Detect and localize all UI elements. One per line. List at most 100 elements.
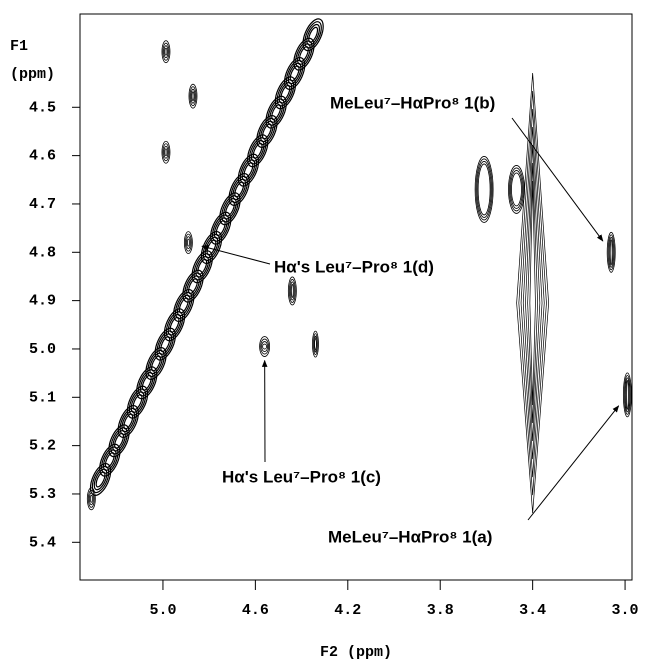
contour-ring (186, 238, 190, 247)
contour-ring (102, 449, 117, 471)
cross-peak (259, 336, 271, 357)
contour-ring (176, 294, 191, 317)
contour-ring (149, 352, 163, 375)
cross-peak (188, 83, 198, 109)
diagonal-peak (265, 95, 287, 129)
contour-ring (108, 424, 130, 458)
contour-ring (288, 279, 296, 303)
contour-ring (306, 23, 321, 46)
contour-ring (608, 236, 614, 268)
annotation-arrow (527, 405, 620, 521)
contour-ring (625, 379, 629, 410)
y-tick-label: 5.2 (29, 438, 56, 455)
contour-ring (210, 211, 232, 245)
y-tick-label: 4.7 (29, 196, 56, 213)
contour-ring (136, 366, 158, 400)
contour-ring (262, 343, 268, 350)
cross-peak (86, 487, 96, 511)
contour-ring (190, 88, 196, 104)
diagonal-peak (237, 153, 260, 187)
cross-peak (161, 140, 171, 164)
diagonal-peak (136, 366, 158, 400)
diagonal-peak (302, 18, 324, 52)
contour-ring (477, 163, 491, 216)
contour-ring (525, 145, 541, 442)
diagonal-peak (182, 269, 204, 303)
x-tick-label: 4.6 (242, 602, 269, 619)
contour-ring (247, 134, 269, 168)
contour-ring (223, 197, 237, 220)
contour-ring (121, 410, 136, 433)
contour-ring (163, 145, 169, 159)
contour-ring (476, 161, 492, 218)
cross-peak (606, 231, 616, 273)
y-axis-label: (ppm) (10, 66, 55, 83)
contour-ring (529, 181, 536, 406)
contour-ring (260, 120, 274, 143)
contour-ring (474, 156, 494, 223)
contour-ring (297, 43, 311, 65)
diagonal-peak (117, 404, 139, 438)
contour-ring (623, 374, 631, 415)
annotation-arrow (511, 117, 604, 242)
diagonal-peak (274, 76, 297, 110)
contour-ring (189, 86, 197, 107)
contour-ring (228, 172, 250, 206)
diagonal-peak (191, 250, 213, 284)
contour-ring (184, 233, 192, 252)
contour-ring (86, 487, 96, 511)
contour-ring (163, 45, 169, 59)
y-axis-label: F1 (10, 38, 28, 55)
contour-ring (191, 250, 213, 284)
contour-ring (87, 489, 95, 508)
cross-peak (516, 73, 549, 514)
contour-ring (182, 269, 204, 303)
x-tick-label: 3.8 (427, 602, 454, 619)
diagonal-peak (228, 172, 250, 206)
contour-ring (185, 236, 191, 250)
contour-ring (241, 159, 256, 181)
contour-ring (183, 231, 193, 255)
contour-ring (261, 341, 269, 352)
contour-ring (161, 140, 171, 164)
contour-ring (219, 192, 241, 226)
contour-ring (89, 494, 93, 503)
x-tick-label: 3.4 (519, 602, 546, 619)
x-tick-label: 5.0 (149, 602, 176, 619)
contour-ring (154, 327, 176, 361)
contour-ring (167, 313, 182, 336)
contour-ring (516, 73, 549, 514)
contour-ring (308, 26, 319, 43)
diagonal-peak (145, 346, 167, 380)
y-tick-label: 5.0 (29, 341, 56, 358)
contour-ring (522, 127, 543, 460)
contour-ring (624, 377, 630, 413)
y-tick-label: 5.3 (29, 486, 56, 503)
contour-ring (274, 76, 297, 110)
diagonal-peak (293, 37, 315, 71)
contour-ring (283, 56, 306, 90)
cross-peak (622, 372, 632, 418)
contour-ring (287, 276, 297, 306)
diagonal-peak (163, 308, 186, 342)
contour-ring (510, 170, 523, 209)
contour-ring (287, 62, 302, 85)
contour-ring (250, 139, 265, 162)
contour-ring (314, 338, 317, 351)
contour-ring (518, 91, 547, 496)
x-tick-label: 3.0 (612, 602, 639, 619)
contour-ring (186, 275, 200, 297)
cross-peak (312, 330, 319, 358)
contour-ring (161, 40, 171, 64)
y-tick-label: 4.5 (29, 99, 56, 116)
contour-ring (312, 330, 319, 358)
contour-ring (164, 47, 168, 56)
contour-ring (162, 143, 170, 162)
plot-frame (79, 13, 633, 581)
diagonal-peak (99, 443, 121, 477)
contour-ring (163, 308, 186, 342)
contour-ring (302, 18, 324, 52)
contour-ring (237, 153, 260, 187)
contour-ring (607, 234, 615, 271)
diagonal-peak (210, 211, 232, 245)
